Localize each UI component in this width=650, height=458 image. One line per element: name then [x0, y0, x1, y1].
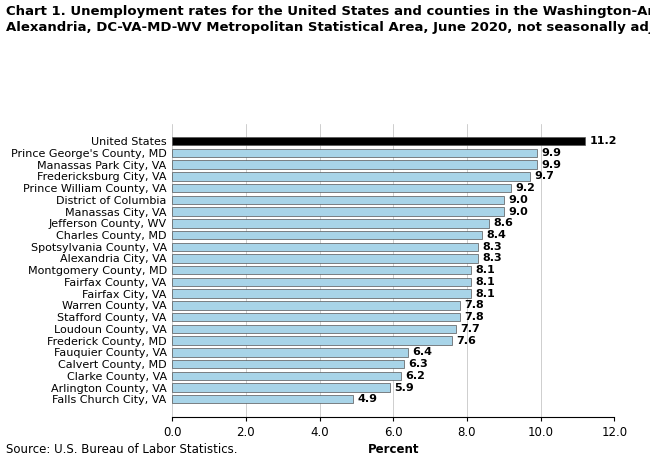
- X-axis label: Percent: Percent: [367, 443, 419, 456]
- Bar: [172, 160, 537, 169]
- Bar: [172, 254, 478, 263]
- Text: 9.7: 9.7: [534, 171, 554, 181]
- Text: 9.0: 9.0: [508, 195, 528, 205]
- Text: 8.1: 8.1: [475, 277, 495, 287]
- Text: 6.2: 6.2: [405, 371, 425, 381]
- Text: 4.9: 4.9: [357, 394, 377, 404]
- Text: 8.4: 8.4: [486, 230, 506, 240]
- Bar: [172, 348, 408, 356]
- Bar: [172, 243, 478, 251]
- Text: 8.6: 8.6: [493, 218, 514, 228]
- Text: 7.8: 7.8: [464, 300, 484, 311]
- Bar: [172, 336, 452, 345]
- Text: 9.2: 9.2: [515, 183, 536, 193]
- Text: 8.1: 8.1: [475, 265, 495, 275]
- Text: 8.3: 8.3: [482, 242, 502, 252]
- Bar: [172, 360, 404, 368]
- Text: 11.2: 11.2: [589, 136, 617, 146]
- Bar: [172, 313, 460, 322]
- Text: 6.3: 6.3: [409, 359, 428, 369]
- Bar: [172, 184, 511, 192]
- Bar: [172, 219, 489, 228]
- Text: 9.0: 9.0: [508, 207, 528, 217]
- Bar: [172, 207, 504, 216]
- Bar: [172, 395, 353, 403]
- Text: 9.9: 9.9: [541, 160, 562, 169]
- Text: 9.9: 9.9: [541, 148, 562, 158]
- Bar: [172, 371, 400, 380]
- Text: 7.6: 7.6: [456, 336, 476, 346]
- Bar: [172, 383, 389, 392]
- Text: 8.1: 8.1: [475, 289, 495, 299]
- Text: 7.7: 7.7: [460, 324, 480, 334]
- Text: Source: U.S. Bureau of Labor Statistics.: Source: U.S. Bureau of Labor Statistics.: [6, 443, 238, 456]
- Bar: [172, 301, 460, 310]
- Bar: [172, 325, 456, 333]
- Bar: [172, 266, 471, 274]
- Bar: [172, 278, 471, 286]
- Text: 8.3: 8.3: [482, 253, 502, 263]
- Bar: [172, 196, 504, 204]
- Text: 7.8: 7.8: [464, 312, 484, 322]
- Bar: [172, 137, 585, 146]
- Text: Chart 1. Unemployment rates for the United States and counties in the Washington: Chart 1. Unemployment rates for the Unit…: [6, 5, 650, 33]
- Bar: [172, 231, 482, 239]
- Text: 5.9: 5.9: [394, 382, 414, 393]
- Bar: [172, 149, 537, 157]
- Bar: [172, 289, 471, 298]
- Text: 6.4: 6.4: [412, 347, 432, 357]
- Bar: [172, 172, 530, 180]
